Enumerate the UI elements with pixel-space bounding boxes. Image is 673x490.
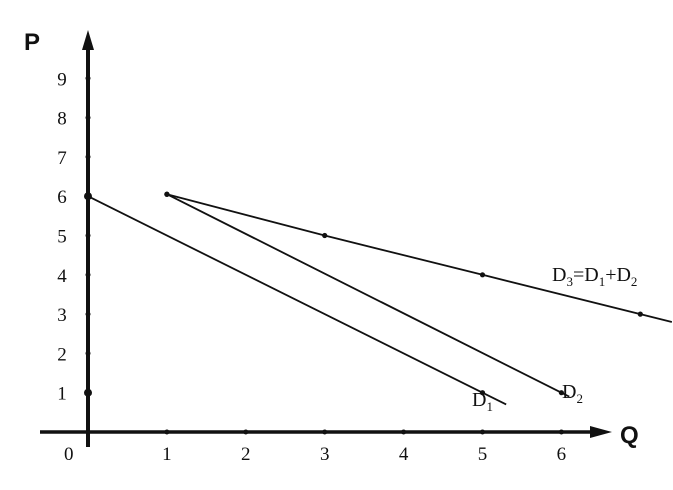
axes [40, 30, 612, 447]
y-tick-mark [85, 350, 91, 356]
y-tick-mark [84, 388, 92, 397]
series-label-d1: D1 [472, 389, 493, 414]
x-tick-label: 3 [320, 444, 330, 465]
x-tick-mark [322, 429, 328, 435]
y-tick-label: 5 [57, 227, 67, 248]
data-point [558, 390, 565, 396]
x-tick-label: 4 [399, 444, 409, 465]
data-point [637, 311, 643, 317]
y-tick-mark [85, 311, 91, 317]
data-point [85, 193, 91, 199]
series-line-2 [166, 193, 570, 398]
x-tick-mark [480, 429, 485, 435]
y-tick-label: 1 [57, 384, 67, 405]
y-tick-label: 7 [57, 148, 67, 169]
series-label-d3: D3=D1+D2 [552, 264, 637, 289]
y-tick-mark [85, 115, 91, 121]
y-tick-label: 4 [57, 266, 67, 287]
y-tick-label: 8 [57, 109, 67, 130]
x-tick-label: 1 [162, 444, 172, 465]
x-axis-arrow [590, 426, 612, 438]
x-tick-mark [401, 429, 407, 435]
x-tick-label: 2 [241, 444, 251, 465]
x-tick-label: 6 [557, 444, 567, 465]
y-tick-label: 9 [57, 69, 67, 90]
x-tick-mark [243, 429, 249, 435]
data-point [479, 272, 486, 278]
series-label-d2: D2 [562, 381, 583, 406]
y-tick-label: 6 [57, 187, 67, 208]
x-axis-label: Q [620, 422, 639, 449]
x-tick-label: 5 [478, 444, 488, 465]
y-tick-mark [85, 75, 91, 81]
origin-label: 0 [64, 444, 74, 465]
y-tick-mark [85, 233, 91, 238]
x-tick-mark [164, 429, 170, 435]
y-tick-mark [85, 272, 91, 278]
data-point [322, 232, 328, 239]
y-tick-label: 3 [57, 305, 67, 326]
y-axis-arrow [82, 30, 94, 50]
data-point [479, 390, 486, 396]
series-lines [85, 191, 673, 406]
ticks: 1 2 3 4 5 6 1 2 3 4 5 6 7 8 9 [57, 69, 566, 465]
series-line-3 [166, 193, 673, 323]
y-tick-label: 2 [57, 344, 67, 365]
x-tick-mark [558, 429, 564, 435]
y-tick-mark [85, 154, 91, 160]
data-point [164, 191, 170, 197]
y-axis-label: P [24, 29, 40, 56]
